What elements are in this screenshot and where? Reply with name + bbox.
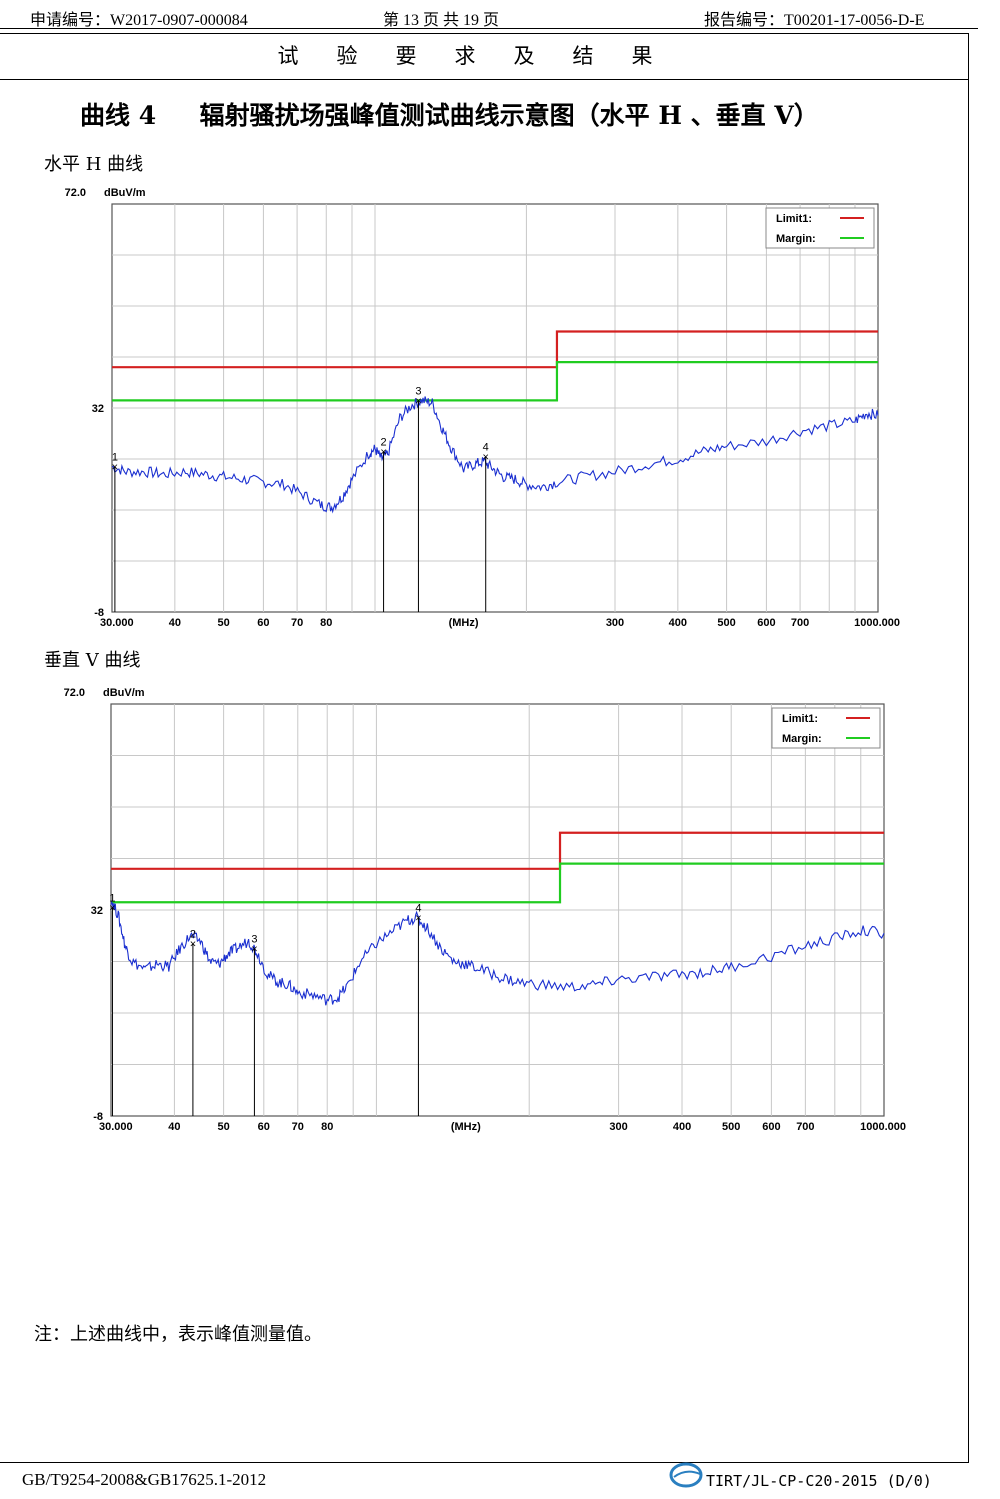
marker-label: 2 (190, 928, 196, 940)
marker-label: 2 (381, 436, 387, 448)
limit1-line (111, 831, 884, 870)
legend-box (771, 707, 881, 749)
footer-standard: GB/T9254-2008&GB17625.1-2012 (22, 1470, 267, 1489)
marker-label: 4 (415, 903, 421, 915)
legend-label: Limit1: (782, 713, 818, 725)
marker-x-symbol: × (415, 913, 421, 925)
marker-x-symbol: × (251, 944, 257, 956)
limit1-line (112, 330, 878, 369)
x-tick-label: 400 (673, 1121, 691, 1133)
y-tick-label: -8 (94, 607, 104, 619)
x-tick-label: 1000.000 (854, 617, 900, 629)
x-tick-label: 500 (717, 617, 735, 629)
marker-label: 1 (112, 452, 118, 464)
margin-line (112, 361, 878, 402)
header-rule (0, 28, 978, 29)
margin-line (111, 862, 884, 904)
legend-label: Margin: (782, 733, 822, 745)
x-tick-label: 60 (257, 617, 269, 629)
x-tick-label: 60 (258, 1121, 270, 1133)
measurement-trace (111, 396, 879, 514)
x-tick-label: 80 (320, 617, 332, 629)
section-title: 试验要求及结果 (0, 33, 968, 80)
marker-x-symbol: × (482, 451, 488, 463)
legend-label: Limit1: (776, 213, 812, 225)
x-tick-label: 700 (796, 1121, 814, 1133)
x-tick-label: 300 (609, 1121, 627, 1133)
x-tick-label: 300 (606, 617, 624, 629)
marker-x-symbol: × (415, 395, 421, 407)
marker-label: 3 (251, 934, 257, 946)
x-tick-label: 600 (757, 617, 775, 629)
y-unit-label: dBuV/m (104, 187, 146, 199)
legend-box (765, 207, 875, 249)
note-text: 注：上述曲线中，表示峰值测量值。 (34, 1324, 322, 1345)
x-tick-label: 700 (791, 617, 809, 629)
report-number: 报告编号：T00201-17-0056-D-E (704, 12, 925, 29)
x-tick-label: 80 (321, 1121, 333, 1133)
y-tick-label: -8 (93, 1111, 103, 1123)
marker-x-symbol: × (109, 902, 115, 914)
x-tick-label: 50 (217, 617, 229, 629)
lab-logo-icon (669, 1462, 703, 1488)
vertical-curve-subtitle: 垂直 V 曲线 (44, 650, 141, 671)
horizontal-curve-subtitle: 水平 H 曲线 (44, 154, 144, 175)
y-tick-label: 72.0 (65, 187, 86, 199)
x-tick-label: 30.000 (99, 1121, 133, 1133)
x-tick-label: 1000.000 (860, 1121, 906, 1133)
x-tick-label: 30.000 (100, 617, 134, 629)
marker-x-symbol: × (190, 938, 196, 950)
page-frame (0, 33, 969, 1463)
legend-label: Margin: (776, 233, 816, 245)
x-tick-label: 40 (168, 1121, 180, 1133)
y-tick-label: 32 (91, 905, 103, 917)
measurement-trace (110, 900, 885, 1006)
figure-title: 曲线 4 辐射骚扰场强峰值测试曲线示意图（水平 H 、垂直 V） (80, 101, 819, 130)
x-tick-label: (MHz) (449, 617, 479, 629)
marker-x-symbol: × (112, 462, 118, 474)
x-tick-label: 600 (762, 1121, 780, 1133)
x-tick-label: (MHz) (451, 1121, 481, 1133)
x-tick-label: 40 (169, 617, 181, 629)
marker-label: 4 (483, 441, 489, 453)
x-tick-label: 70 (291, 617, 303, 629)
marker-x-symbol: × (380, 446, 386, 458)
x-tick-label: 400 (669, 617, 687, 629)
application-number: 申请编号：W2017-0907-000084 (30, 12, 248, 29)
x-tick-label: 500 (722, 1121, 740, 1133)
y-tick-label: 72.0 (64, 687, 85, 699)
marker-label: 3 (415, 385, 421, 397)
footer-doc-code: TIRT/JL-CP-C20-2015 (D/0) (706, 1472, 932, 1490)
x-tick-label: 50 (217, 1121, 229, 1133)
y-tick-label: 32 (92, 403, 104, 415)
x-tick-label: 70 (292, 1121, 304, 1133)
page-info: 第 13 页 共 19 页 (383, 12, 500, 29)
y-unit-label: dBuV/m (103, 687, 145, 699)
marker-label: 1 (109, 892, 115, 904)
